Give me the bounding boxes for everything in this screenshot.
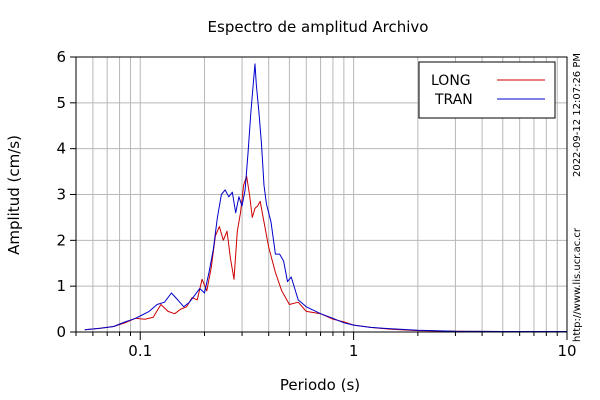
y-tick-label: 0 xyxy=(56,323,66,341)
ticks: 0 1 2 3 4 5 6 0.1 1 10 xyxy=(56,48,576,360)
y-tick-label: 1 xyxy=(56,277,66,295)
website-label: http://www.lis.ucr.ac.cr xyxy=(572,227,583,342)
series-layer xyxy=(84,63,567,332)
x-tick-label: 10 xyxy=(557,342,576,360)
x-tick-label: 0.1 xyxy=(128,342,152,360)
legend-label-tran: TRAN xyxy=(434,92,473,108)
y-tick-label: 6 xyxy=(56,48,66,66)
x-axis-label: Periodo (s) xyxy=(280,376,360,394)
series-line-tran xyxy=(84,63,567,332)
y-tick-label: 2 xyxy=(56,231,66,249)
legend: LONG TRAN xyxy=(418,61,556,119)
y-tick-label: 4 xyxy=(56,140,66,158)
y-tick-label: 3 xyxy=(56,186,66,204)
legend-box xyxy=(418,61,556,119)
timestamp-label: 2022-09-12 12:07:26 PM xyxy=(572,53,583,177)
y-axis-label: Amplitud (cm/s) xyxy=(5,135,23,255)
chart-title: Espectro de amplitud Archivo xyxy=(208,18,429,36)
series-line-long xyxy=(84,175,567,332)
y-tick-label: 5 xyxy=(56,94,66,112)
legend-label-long: LONG xyxy=(431,73,471,89)
x-tick-label: 1 xyxy=(349,342,359,360)
